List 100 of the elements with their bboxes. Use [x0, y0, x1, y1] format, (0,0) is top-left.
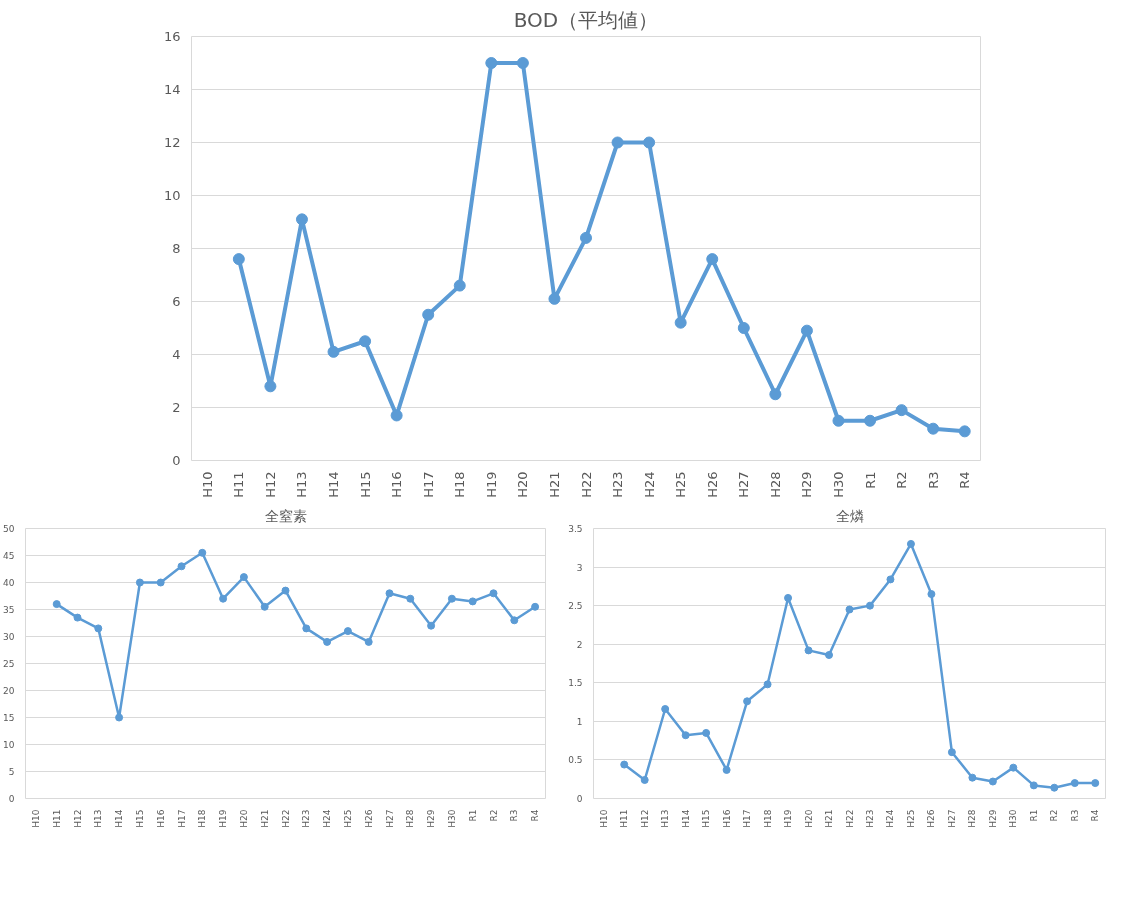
point [784, 593, 793, 602]
y-tick-label: 2.5 [568, 601, 583, 612]
x-tick-label: H15 [134, 809, 145, 828]
point [661, 705, 670, 714]
x-tick-label: R2 [1049, 809, 1060, 822]
point [281, 586, 290, 595]
point [323, 637, 332, 646]
x-tick-label: H20 [803, 809, 814, 828]
x-tick-label: R1 [1028, 809, 1039, 822]
point [706, 253, 719, 266]
y-tick-label: 4 [172, 347, 181, 362]
x-tick-label: H10 [598, 809, 609, 828]
y-tick-label: 0.5 [568, 755, 583, 766]
x-tick-label: R1 [862, 471, 878, 489]
point [115, 713, 124, 722]
x-tick-label: H14 [326, 471, 342, 498]
chart-title: 全窒素 [264, 507, 307, 524]
x-tick-label: H25 [673, 471, 689, 498]
x-tick-label: H16 [721, 809, 732, 828]
x-tick-label: H21 [546, 471, 562, 498]
point [548, 292, 561, 305]
y-tick-label: 0 [576, 794, 583, 804]
x-tick-label: H26 [704, 471, 720, 498]
y-tick-label: 0 [172, 453, 181, 468]
x-tick-label: R2 [488, 809, 499, 822]
point [702, 728, 711, 737]
x-tick-label: H13 [660, 809, 671, 828]
x-tick-label: H11 [231, 471, 247, 498]
x-tick-label: H29 [987, 809, 998, 828]
y-tick-label: 20 [3, 686, 15, 696]
point [447, 594, 456, 603]
x-tick-label: R4 [1090, 809, 1101, 822]
y-tick-label: 0 [8, 794, 15, 804]
x-tick-label: H19 [218, 809, 229, 828]
point [427, 621, 436, 630]
x-tick-label: H12 [262, 471, 278, 498]
y-tick-label: 2 [576, 639, 583, 650]
y-tick-label: 14 [163, 82, 181, 97]
point [1009, 763, 1018, 772]
point [135, 578, 144, 587]
point [385, 589, 394, 598]
point [468, 597, 477, 606]
point [763, 680, 772, 689]
point [264, 380, 277, 393]
x-tick-label: H27 [384, 809, 395, 828]
x-tick-label: R4 [530, 809, 541, 822]
y-tick-label: 3 [576, 562, 583, 573]
point [580, 231, 592, 244]
y-tick-label: 2 [172, 400, 181, 415]
point [611, 136, 624, 149]
point [927, 422, 940, 435]
point [640, 775, 649, 784]
point [1091, 779, 1100, 788]
x-tick-label: H24 [885, 809, 896, 828]
point [681, 731, 690, 740]
point [359, 335, 372, 348]
point [390, 409, 403, 422]
point [1050, 783, 1059, 792]
x-tick-label: H15 [357, 471, 373, 498]
point [364, 637, 373, 646]
point [260, 602, 269, 611]
x-tick-label: H18 [197, 809, 208, 828]
point [743, 697, 752, 706]
x-tick-label: H17 [176, 809, 187, 828]
x-tick-label: H13 [294, 471, 310, 498]
point [453, 279, 466, 292]
point [422, 308, 435, 321]
x-tick-label: H26 [926, 809, 937, 828]
point [343, 627, 352, 636]
x-tick-label: H17 [742, 809, 753, 828]
y-tick-label: 15 [3, 713, 15, 723]
x-tick-label: H19 [783, 809, 794, 828]
x-tick-label: H12 [639, 809, 650, 828]
y-tick-label: 8 [172, 241, 181, 256]
point [968, 773, 977, 782]
point [177, 562, 186, 571]
chart-title: BOD（平均値） [513, 7, 659, 32]
point [895, 404, 908, 417]
y-tick-label: 3.5 [568, 524, 583, 534]
x-tick-label: H28 [967, 809, 978, 828]
x-tick-label: H11 [51, 809, 62, 828]
point [906, 539, 915, 548]
point [643, 136, 656, 149]
point [886, 575, 895, 584]
point [156, 578, 165, 587]
x-tick-label: R3 [925, 471, 941, 489]
point [516, 57, 529, 69]
point [722, 765, 731, 774]
y-tick-label: 1.5 [568, 678, 583, 689]
point [1070, 779, 1079, 788]
x-tick-label: H27 [946, 809, 957, 828]
x-tick-label: H30 [830, 471, 846, 498]
y-tick-label: 25 [3, 659, 15, 669]
y-tick-label: 12 [163, 135, 181, 150]
x-tick-label: H23 [301, 809, 312, 828]
point [988, 777, 997, 786]
point [531, 602, 540, 611]
point [845, 605, 854, 614]
y-tick-label: 6 [172, 294, 181, 309]
y-tick-label: 1 [576, 716, 583, 727]
